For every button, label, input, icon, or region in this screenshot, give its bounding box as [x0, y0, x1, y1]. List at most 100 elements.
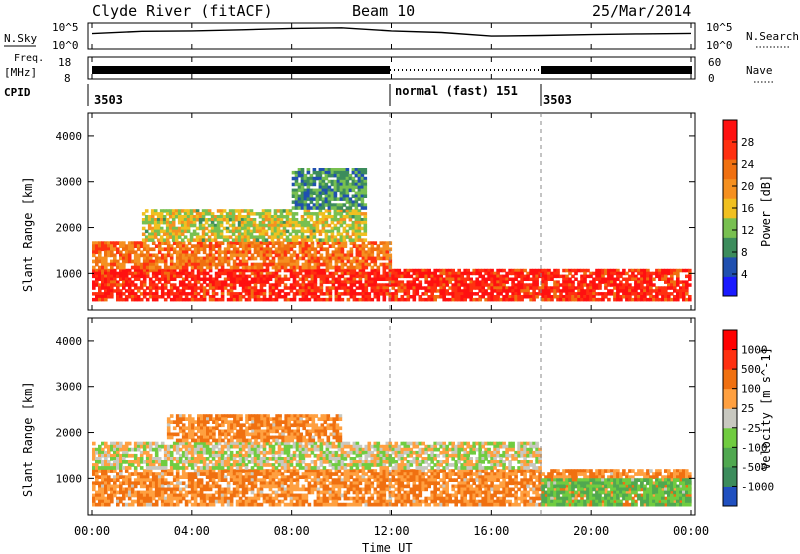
heatmap-cell [235, 247, 240, 252]
heatmap-cell [330, 232, 335, 236]
heatmap-cell [250, 241, 255, 245]
heatmap-cell [280, 472, 285, 476]
heatmap-cell [297, 185, 302, 190]
heatmap-cell [391, 484, 396, 489]
heatmap-cell [327, 235, 332, 239]
heatmap-cell [364, 292, 369, 296]
heatmap-cell [184, 259, 189, 264]
heatmap-cell [339, 197, 344, 201]
heatmap-cell [256, 472, 261, 476]
heatmap-cell [364, 502, 369, 507]
heatmap-cell [171, 226, 176, 231]
heatmap-cell [148, 502, 153, 507]
heatmap-cell [604, 277, 608, 281]
heatmap-cell [508, 277, 512, 281]
heatmap-cell [430, 478, 434, 482]
heatmap-cell [148, 265, 153, 270]
heatmap-cell [454, 271, 458, 276]
heatmap-cell [130, 271, 135, 276]
heatmap-cell [139, 286, 144, 290]
heatmap-cell [151, 295, 156, 299]
heatmap-cell [163, 277, 168, 281]
heatmap-cell [634, 297, 638, 302]
heatmap-cell [180, 226, 185, 231]
heatmap-cell [162, 209, 167, 213]
heatmap-cell [101, 283, 105, 287]
heatmap-cell [463, 484, 467, 489]
heatmap-cell [448, 469, 452, 473]
heatmap-cell [526, 502, 530, 507]
heatmap-cell [562, 274, 566, 279]
heatmap-cell [334, 253, 339, 258]
heatmap-cell [355, 256, 360, 261]
heatmap-cell [673, 280, 677, 284]
heatmap-cell [181, 268, 186, 273]
heatmap-cell [307, 472, 312, 476]
heatmap-cell [589, 283, 593, 287]
heatmap-cell [463, 271, 467, 276]
heatmap-cell [336, 232, 341, 236]
heatmap-cell [373, 274, 378, 279]
heatmap-cell [166, 502, 171, 507]
heatmap-cell [280, 256, 285, 261]
heatmap-cell [685, 280, 689, 284]
heatmap-cell [145, 286, 150, 290]
heatmap-cell [421, 481, 425, 486]
heatmap-cell [472, 280, 476, 284]
heatmap-cell [370, 280, 375, 284]
heatmap-cell [607, 268, 611, 273]
heatmap-cell [661, 268, 665, 273]
heatmap-cell [616, 274, 620, 279]
heatmap-cell [113, 283, 117, 287]
heatmap-cell [232, 472, 237, 476]
heatmap-cell [163, 283, 168, 287]
heatmap-cell [307, 286, 312, 290]
heatmap-cell [382, 271, 387, 276]
heatmap-cell [116, 289, 120, 293]
heatmap-cell [526, 274, 530, 279]
heatmap-cell [445, 502, 449, 507]
heatmap-cell [107, 499, 111, 504]
heatmap-cell [333, 182, 338, 187]
heatmap-cell [145, 484, 150, 489]
heatmap-cell [241, 475, 246, 479]
heatmap-cell [517, 280, 521, 284]
heatmap-cell [240, 238, 245, 242]
heatmap-cell [469, 283, 473, 287]
heatmap-cell [454, 484, 458, 489]
heatmap-cell [210, 220, 215, 225]
heatmap-cell [241, 469, 246, 473]
heatmap-cell [493, 487, 497, 492]
heatmap-cell [216, 226, 221, 231]
heatmap-cell [169, 493, 174, 498]
heatmap-cell [238, 490, 243, 495]
heatmap-cell [262, 478, 267, 482]
heatmap-cell [193, 280, 198, 284]
heatmap-cell [616, 286, 620, 290]
heatmap-cell [342, 197, 347, 201]
heatmap-cell [351, 176, 356, 181]
heatmap-cell [241, 262, 246, 267]
heatmap-cell [301, 253, 306, 258]
heatmap-cell [625, 289, 629, 293]
heatmap-cell [163, 297, 168, 302]
heatmap-cell [433, 277, 437, 281]
heatmap-cell [658, 271, 662, 276]
heatmap-cell [262, 289, 267, 293]
heatmap-cell [568, 297, 572, 302]
heatmap-cell [349, 271, 354, 276]
heatmap-cell [496, 469, 500, 473]
heatmap-cell [354, 220, 359, 225]
heatmap-cell [475, 499, 479, 504]
heatmap-cell [502, 295, 506, 299]
heatmap-cell [315, 194, 320, 198]
heatmap-cell [171, 212, 176, 216]
heatmap-cell [232, 475, 237, 479]
heatmap-cell [442, 499, 446, 504]
heatmap-cell [180, 209, 185, 213]
heatmap-cell [318, 238, 323, 242]
heatmap-cell [306, 212, 311, 216]
heatmap-cell [318, 209, 323, 213]
heatmap-cell [288, 209, 293, 213]
heatmap-cell [373, 490, 378, 495]
